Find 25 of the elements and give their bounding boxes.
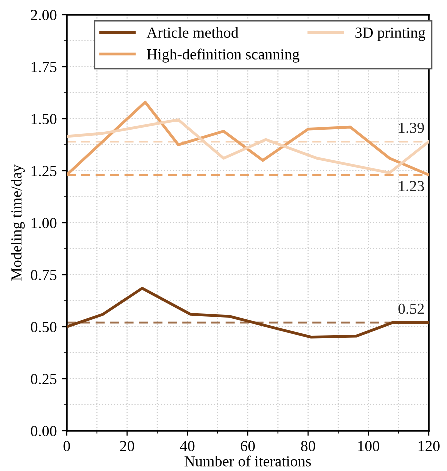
x-axis-title: Number of iterations [184, 456, 312, 467]
ref-line-label: 0.52 [398, 304, 424, 314]
legend-label: High-definition scanning [147, 48, 300, 63]
y-tick-label: 1.50 [32, 114, 57, 125]
line-series [67, 287, 429, 339]
x-tick-label: 20 [120, 441, 134, 452]
y-tick-label: 0.50 [31, 322, 57, 333]
x-tick-label: 120 [418, 441, 440, 452]
x-tick-label: 100 [358, 441, 380, 452]
ref-line-label: 1.39 [399, 122, 424, 134]
x-tick-label: 0 [64, 441, 70, 452]
y-tick-label: 1.00 [32, 218, 57, 229]
y-tick-label: 1.75 [32, 62, 57, 73]
legend-label: 3D printing [356, 28, 426, 42]
x-tick-label: 40 [180, 441, 195, 452]
y-tick-label: 1.25 [32, 166, 57, 177]
x-tick-label: 80 [301, 441, 316, 452]
ref-line-label: 1.23 [399, 181, 424, 192]
y-tick-label: 2.00 [31, 10, 57, 21]
y-tick-label: 0.75 [31, 270, 57, 281]
y-tick-label: 0.25 [31, 374, 57, 385]
y-axis-title: Modeling time/day [11, 164, 25, 281]
y-tick-label: 0.00 [31, 426, 57, 437]
legend-label: Article method [146, 27, 239, 38]
x-tick-label: 60 [241, 441, 256, 452]
